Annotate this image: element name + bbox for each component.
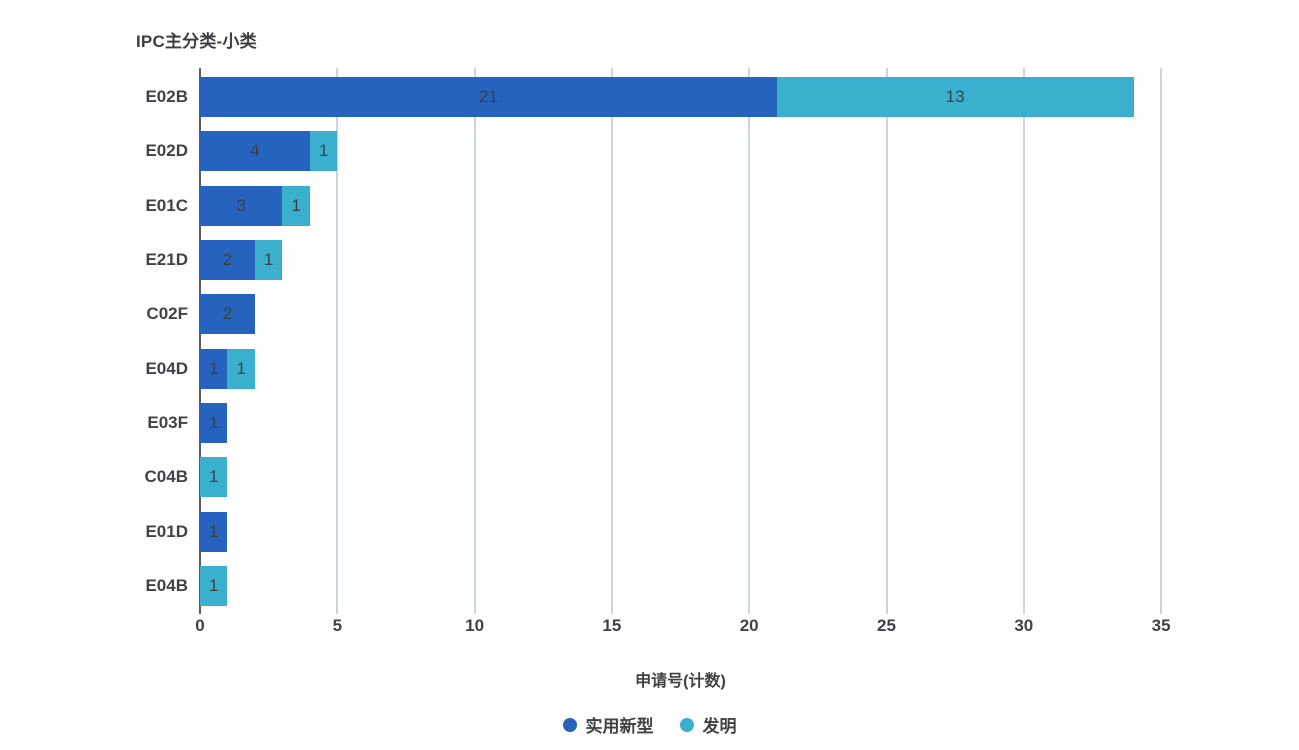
bar-segment-E02D-invention[interactable]: 1: [309, 131, 338, 172]
bar-segment-E01D-utility-model[interactable]: 1: [200, 511, 228, 552]
segment-value-label: 13: [945, 87, 965, 107]
bar-row-E04B: E04B 1: [145, 559, 1260, 613]
chart-title: IPC主分类-小类: [136, 32, 257, 51]
legend: 实用新型 发明: [0, 712, 1299, 737]
segment-value-label: 2: [222, 304, 233, 324]
x-tick-label-25: 25: [877, 616, 896, 635]
segment-value-label: 1: [236, 358, 246, 378]
bar-row-E01C: E01C 3 1: [145, 179, 1260, 233]
bar-C02F: 2: [200, 294, 255, 335]
gridline-30: [1022, 68, 1025, 614]
segment-value-label: 1: [208, 521, 219, 541]
x-tick-label-15: 15: [602, 616, 622, 635]
bar-segment-E21D-invention[interactable]: 1: [254, 240, 283, 281]
legend-label-utility-model: 实用新型: [585, 717, 654, 736]
bar-segment-E04D-invention[interactable]: 1: [227, 348, 255, 389]
segment-value-label: 1: [208, 412, 219, 432]
category-label-C04B: C04B: [144, 467, 188, 487]
x-axis-title: 申请号(计数): [635, 673, 726, 690]
segment-value-label: 1: [291, 195, 301, 215]
x-tick-label-30: 30: [1014, 616, 1034, 635]
gridline-5: [336, 68, 339, 614]
bar-row-E01D: E01D 1: [145, 504, 1260, 558]
category-label-E04D: E04D: [145, 358, 188, 378]
bar-segment-E04B-invention[interactable]: 1: [200, 565, 228, 606]
bar-E02B: 21 13: [200, 77, 1134, 118]
category-label-E02D: E02D: [145, 141, 188, 161]
segment-value-label: 1: [318, 141, 329, 161]
bar-segment-C04B-invention[interactable]: 1: [200, 457, 228, 498]
bar-E04B: 1: [200, 565, 228, 606]
bar-E03F: 1: [200, 402, 228, 443]
bar-segment-E02B-invention[interactable]: 13: [776, 77, 1134, 118]
y-axis-line: [199, 68, 201, 614]
category-label-E21D: E21D: [145, 250, 188, 270]
legend-label-invention: 发明: [702, 717, 737, 736]
gridline-35: [1160, 68, 1163, 614]
bar-C04B: 1: [200, 457, 228, 498]
category-label-E01D: E01D: [145, 521, 188, 541]
gridline-25: [885, 68, 888, 614]
category-label-E02B: E02B: [145, 87, 188, 107]
gridline-15: [610, 68, 613, 614]
bar-segment-E04D-utility-model[interactable]: 1: [200, 348, 228, 389]
gridline-20: [748, 68, 751, 614]
bar-row-E03F: E03F 1: [147, 396, 1260, 450]
bar-E01D: 1: [200, 511, 228, 552]
x-tick-label-5: 5: [332, 616, 343, 635]
bar-segment-E01C-invention[interactable]: 1: [282, 185, 310, 226]
bar-row-E21D: E21D 2 1: [145, 233, 1260, 287]
category-label-E03F: E03F: [147, 412, 188, 432]
bar-segment-E02B-utility-model[interactable]: 21: [200, 77, 777, 118]
bar-row-E04D: E04D 1 1: [145, 342, 1260, 396]
legend-item-utility-model[interactable]: 实用新型: [562, 712, 654, 737]
segment-value-label: 4: [250, 141, 260, 161]
x-tick-label-10: 10: [465, 616, 485, 635]
legend-dot-invention-icon: [679, 717, 694, 732]
segment-value-label: 2: [222, 250, 233, 270]
x-tick-label-0: 0: [195, 616, 205, 635]
legend-dot-utility-model-icon: [562, 717, 577, 732]
segment-value-label: 1: [208, 358, 219, 378]
bar-row-C04B: C04B 1: [145, 450, 1260, 504]
category-label-E01C: E01C: [145, 195, 188, 215]
segment-value-label: 1: [208, 575, 219, 595]
segment-value-label: 21: [478, 87, 498, 107]
x-tick-label-35: 35: [1151, 616, 1171, 635]
bar-segment-E01C-utility-model[interactable]: 3: [200, 185, 283, 226]
x-tick-label-20: 20: [739, 616, 759, 635]
bar-row-E02B: E02B 21 13: [145, 70, 1260, 124]
bar-segment-E03F-utility-model[interactable]: 1: [200, 402, 228, 443]
bar-row-C02F: C02F 2: [146, 287, 1260, 341]
category-label-E04B: E04B: [145, 575, 188, 595]
bar-segment-E21D-utility-model[interactable]: 2: [200, 240, 255, 281]
legend-item-invention[interactable]: 发明: [679, 712, 737, 737]
gridline-10: [473, 68, 476, 614]
bar-row-E02D: E02D 4 1: [145, 124, 1260, 178]
bar-segment-E02D-utility-model[interactable]: 4: [200, 131, 310, 172]
segment-value-label: 1: [208, 467, 219, 487]
segment-value-label: 1: [263, 250, 274, 270]
segment-value-label: 3: [236, 195, 246, 215]
category-label-C02F: C02F: [146, 304, 188, 324]
bar-segment-C02F-utility-model[interactable]: 2: [200, 294, 255, 335]
